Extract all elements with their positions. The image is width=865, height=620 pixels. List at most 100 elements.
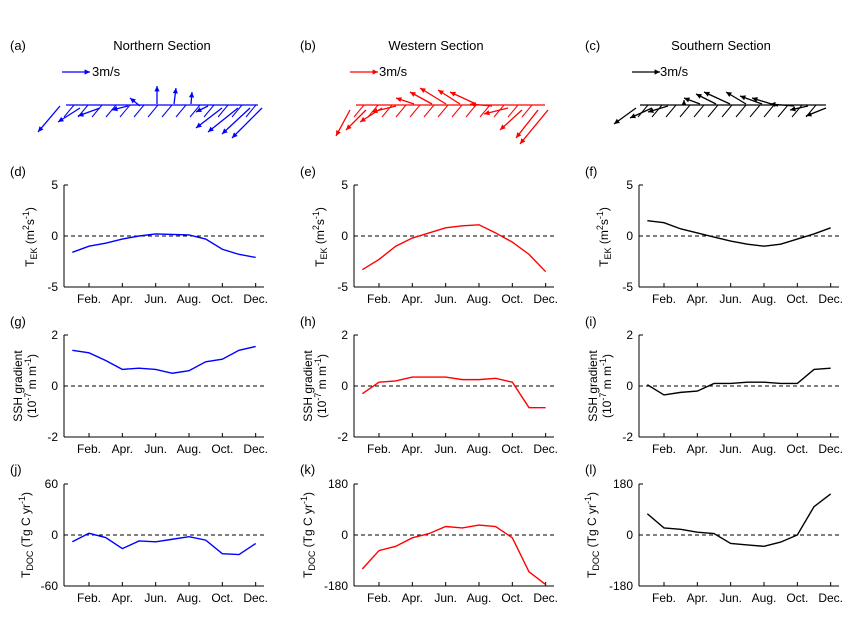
series-line (646, 493, 832, 548)
y-tick-label: 0 (341, 528, 348, 542)
panel-letter-d: (d) (10, 164, 26, 179)
section-hatch (721, 104, 733, 118)
vector-arrowhead (38, 126, 44, 132)
x-tick-label: Dec. (533, 292, 558, 306)
panel-title-southern: Southern Section (671, 38, 771, 53)
section-hatch (651, 104, 663, 118)
x-tick-label: Oct. (786, 292, 808, 306)
vector-arrowhead (410, 92, 416, 97)
section-hatch (423, 104, 435, 118)
vector-arrowhead (696, 94, 702, 99)
y-tick-label: -180 (324, 579, 348, 593)
ylabel-ssh-line1: SSH gradient (11, 350, 25, 422)
section-hatch (395, 104, 407, 118)
section-hatch (693, 104, 705, 118)
panel-letter-l: (l) (585, 462, 597, 477)
vector-arrowhead (78, 111, 84, 117)
section-hatch (409, 104, 421, 118)
section-hatch (777, 104, 789, 118)
vector-arrowhead (208, 126, 214, 132)
x-tick-label: Apr. (112, 442, 133, 456)
scale-label-western: 3m/s (379, 64, 408, 79)
section-hatch (507, 104, 519, 118)
vector-arrowhead (188, 92, 195, 98)
x-tick-label: Feb. (367, 591, 391, 605)
section-hatch (133, 104, 145, 118)
vector-arrowhead (130, 98, 136, 104)
vector-arrow (195, 107, 223, 129)
ylabel-tdoc-j: TDOC (Tg C yr-1) (17, 492, 35, 578)
y-tick-label: 5 (51, 178, 58, 192)
panel-letter-k: (k) (300, 462, 315, 477)
section-hatch (521, 104, 533, 118)
vector-arrowhead (752, 97, 758, 103)
series-line (646, 367, 831, 396)
vector-arrowhead (232, 132, 238, 138)
section-hatch (749, 104, 761, 118)
vector-arrowhead (372, 108, 378, 114)
series-line (361, 376, 546, 409)
panel-letter-f: (f) (585, 164, 597, 179)
y-tick-label: -60 (41, 579, 59, 593)
x-tick-label: Feb. (77, 442, 101, 456)
section-hatch (451, 104, 463, 118)
vector-arrowhead (336, 130, 341, 136)
x-tick-label: Oct. (786, 442, 808, 456)
vector-arrow (519, 109, 549, 145)
vector-arrowhead (196, 122, 202, 128)
y-tick-label: 2 (626, 328, 633, 342)
ylabel-tdoc-k: TDOC (Tg C yr-1) (299, 492, 317, 578)
section-hatch (105, 104, 117, 118)
series-line (72, 532, 257, 556)
vector-panel-southern: (c) Southern Section 3m/s (585, 38, 827, 125)
x-tick-label: Apr. (687, 292, 708, 306)
chart-k: -180 0 180 Feb. Apr. Jun. Aug. Oct. Dec. (324, 477, 558, 605)
vector-arrowhead (704, 91, 710, 97)
section-hatch (231, 104, 243, 118)
y-tick-label: -5 (47, 280, 58, 294)
vector-arrowhead (654, 69, 660, 75)
chart-j: -60 0 60 Feb. Apr. Jun. Aug. Oct. Dec. (41, 477, 268, 605)
panel-letter-j: (j) (10, 462, 22, 477)
section-hatch (63, 104, 75, 118)
x-tick-label: Oct. (211, 591, 233, 605)
x-tick-label: Feb. (77, 591, 101, 605)
scale-label-northern: 3m/s (92, 64, 121, 79)
y-tick-label: -2 (622, 430, 633, 444)
vector-arrow (231, 107, 263, 139)
x-tick-label: Dec. (533, 442, 558, 456)
vector-arrowhead (470, 101, 476, 108)
x-tick-label: Dec. (818, 442, 843, 456)
section-hatch (175, 104, 187, 118)
x-tick-label: Aug. (177, 442, 202, 456)
x-tick-label: Oct. (501, 591, 523, 605)
section-hatch (245, 104, 257, 118)
x-tick-label: Feb. (652, 442, 676, 456)
vector-arrowhead (790, 106, 796, 112)
x-tick-label: Dec. (243, 591, 268, 605)
x-tick-label: Feb. (367, 442, 391, 456)
ylabel-ssh-line2: (10-7 m m-1) (313, 354, 329, 418)
vector-arrowhead (420, 88, 426, 94)
ylabel-ssh-line2: (10-7 m m-1) (23, 354, 39, 418)
y-tick-label: 60 (45, 477, 59, 491)
y-tick-label: 5 (626, 178, 633, 192)
x-tick-label: Dec. (818, 292, 843, 306)
y-tick-label: 0 (51, 229, 58, 243)
vector-arrowhead (360, 116, 366, 122)
panel-title-northern: Northern Section (113, 38, 211, 53)
section-hatch (203, 104, 215, 118)
x-tick-label: Aug. (467, 442, 492, 456)
vector-arrowhead (346, 124, 352, 130)
y-tick-label: -2 (47, 430, 58, 444)
vector-arrowhead (520, 138, 526, 144)
x-tick-label: Aug. (467, 292, 492, 306)
vector-arrowhead (648, 107, 654, 113)
chart-d: -5 0 5 Feb. Apr. Jun. Aug. Oct. Dec. (47, 178, 268, 306)
vector-arrowhead (516, 132, 522, 138)
y-tick-label: 0 (626, 379, 633, 393)
section-hatch (119, 104, 131, 118)
x-tick-label: Apr. (402, 442, 423, 456)
y-tick-label: -2 (337, 430, 348, 444)
x-tick-label: Feb. (77, 292, 101, 306)
